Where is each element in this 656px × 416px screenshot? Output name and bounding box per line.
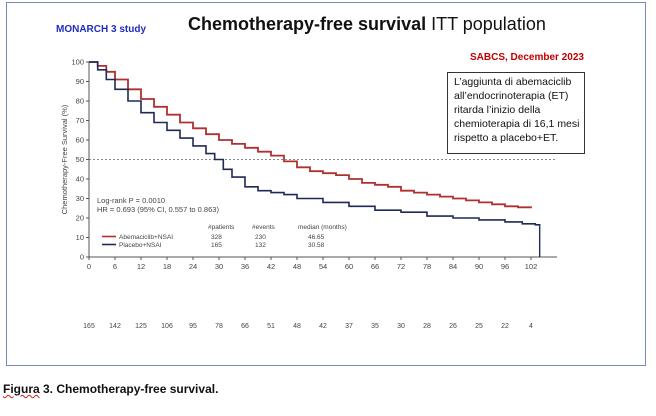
risk-number: 30 xyxy=(397,323,405,330)
x-tick-label: 24 xyxy=(189,262,197,271)
logrank-text: Log-rank P = 0.0010 xyxy=(97,196,165,205)
table-cell: 132 xyxy=(255,242,266,249)
y-tick-label: 30 xyxy=(76,194,84,203)
x-tick-label: 102 xyxy=(525,262,538,271)
risk-number: 78 xyxy=(215,323,223,330)
risk-number: 37 xyxy=(345,323,353,330)
y-tick-label: 10 xyxy=(76,233,84,242)
risk-number: 142 xyxy=(109,323,121,330)
x-tick-label: 48 xyxy=(293,262,301,271)
x-tick-label: 72 xyxy=(397,262,405,271)
table-header: #patients xyxy=(208,224,235,231)
y-tick-label: 70 xyxy=(76,116,84,125)
study-label: MONARCH 3 study xyxy=(56,24,147,35)
table-cell: 30.58 xyxy=(308,242,325,249)
conference-label: SABCS, December 2023 xyxy=(470,52,584,63)
series-line-placebo xyxy=(89,61,541,226)
legend-label: Abemaciclib+NSAI xyxy=(119,234,173,241)
legend-label: Placebo+NSAI xyxy=(119,242,162,249)
risk-number: 66 xyxy=(241,323,249,330)
x-tick-label: 0 xyxy=(87,262,91,271)
table-cell: 165 xyxy=(211,242,222,249)
risk-number: 25 xyxy=(475,323,483,330)
table-cell: 230 xyxy=(255,234,266,241)
risk-number: 106 xyxy=(161,323,173,330)
y-axis-title: Chemotherapy-Free Survival (%) xyxy=(60,104,69,214)
figure-caption: Figura 3. Chemotherapy-free survival. xyxy=(3,382,218,396)
chart-series xyxy=(89,61,541,257)
x-tick-label: 36 xyxy=(241,262,249,271)
y-tick-label: 90 xyxy=(76,77,84,86)
slide-title: Chemotherapy-free survival ITT populatio… xyxy=(188,14,546,35)
risk-number: 35 xyxy=(371,323,379,330)
annotation-box: L’aggiunta di abemaciclib all’endocrinot… xyxy=(447,72,585,154)
title-rest: ITT population xyxy=(426,14,546,34)
title-bold: Chemotherapy-free survival xyxy=(188,14,427,34)
x-tick-label: 78 xyxy=(423,262,431,271)
risk-number: 125 xyxy=(135,323,147,330)
x-tick-label: 54 xyxy=(319,262,327,271)
x-tick-label: 60 xyxy=(345,262,353,271)
y-tick-label: 60 xyxy=(76,136,84,145)
risk-number: 4 xyxy=(529,323,533,330)
caption-word: Figura xyxy=(3,382,40,396)
risk-number: 95 xyxy=(189,323,197,330)
table-cell: 46.65 xyxy=(308,234,325,241)
y-tick-label: 0 xyxy=(80,253,84,262)
y-tick-label: 80 xyxy=(76,97,84,106)
y-tick-label: 50 xyxy=(76,155,84,164)
x-tick-label: 66 xyxy=(371,262,379,271)
table-header: #events xyxy=(252,224,276,231)
risk-number: 48 xyxy=(293,323,301,330)
risk-number: 165 xyxy=(83,323,95,330)
y-tick-label: 100 xyxy=(71,58,84,67)
x-tick-label: 90 xyxy=(475,262,483,271)
caption-rest: 3. Chemotherapy-free survival. xyxy=(39,382,219,396)
series-line-abemaciclib xyxy=(89,61,532,209)
risk-number: 42 xyxy=(319,323,327,330)
risk-number: 22 xyxy=(501,323,509,330)
risk-number: 51 xyxy=(267,323,275,330)
x-tick-label: 30 xyxy=(215,262,223,271)
risk-number: 28 xyxy=(423,323,431,330)
x-tick-label: 12 xyxy=(137,262,145,271)
hr-text: HR = 0.693 (95% CI, 0.557 to 0.863) xyxy=(97,205,219,214)
x-tick-label: 18 xyxy=(163,262,171,271)
x-tick-label: 42 xyxy=(267,262,275,271)
x-tick-label: 96 xyxy=(501,262,509,271)
table-cell: 328 xyxy=(211,234,222,241)
table-header: median (months) xyxy=(298,224,347,231)
y-tick-label: 40 xyxy=(76,175,84,184)
risk-table: 165 142 125 106 95 78 66 51 48 42 37 35 30 28 26 25 22 4 xyxy=(83,323,533,330)
x-tick-label: 6 xyxy=(113,262,117,271)
x-tick-label: 84 xyxy=(449,262,457,271)
y-tick-label: 20 xyxy=(76,214,84,223)
blank-gap xyxy=(7,270,645,316)
risk-number: 26 xyxy=(449,323,457,330)
